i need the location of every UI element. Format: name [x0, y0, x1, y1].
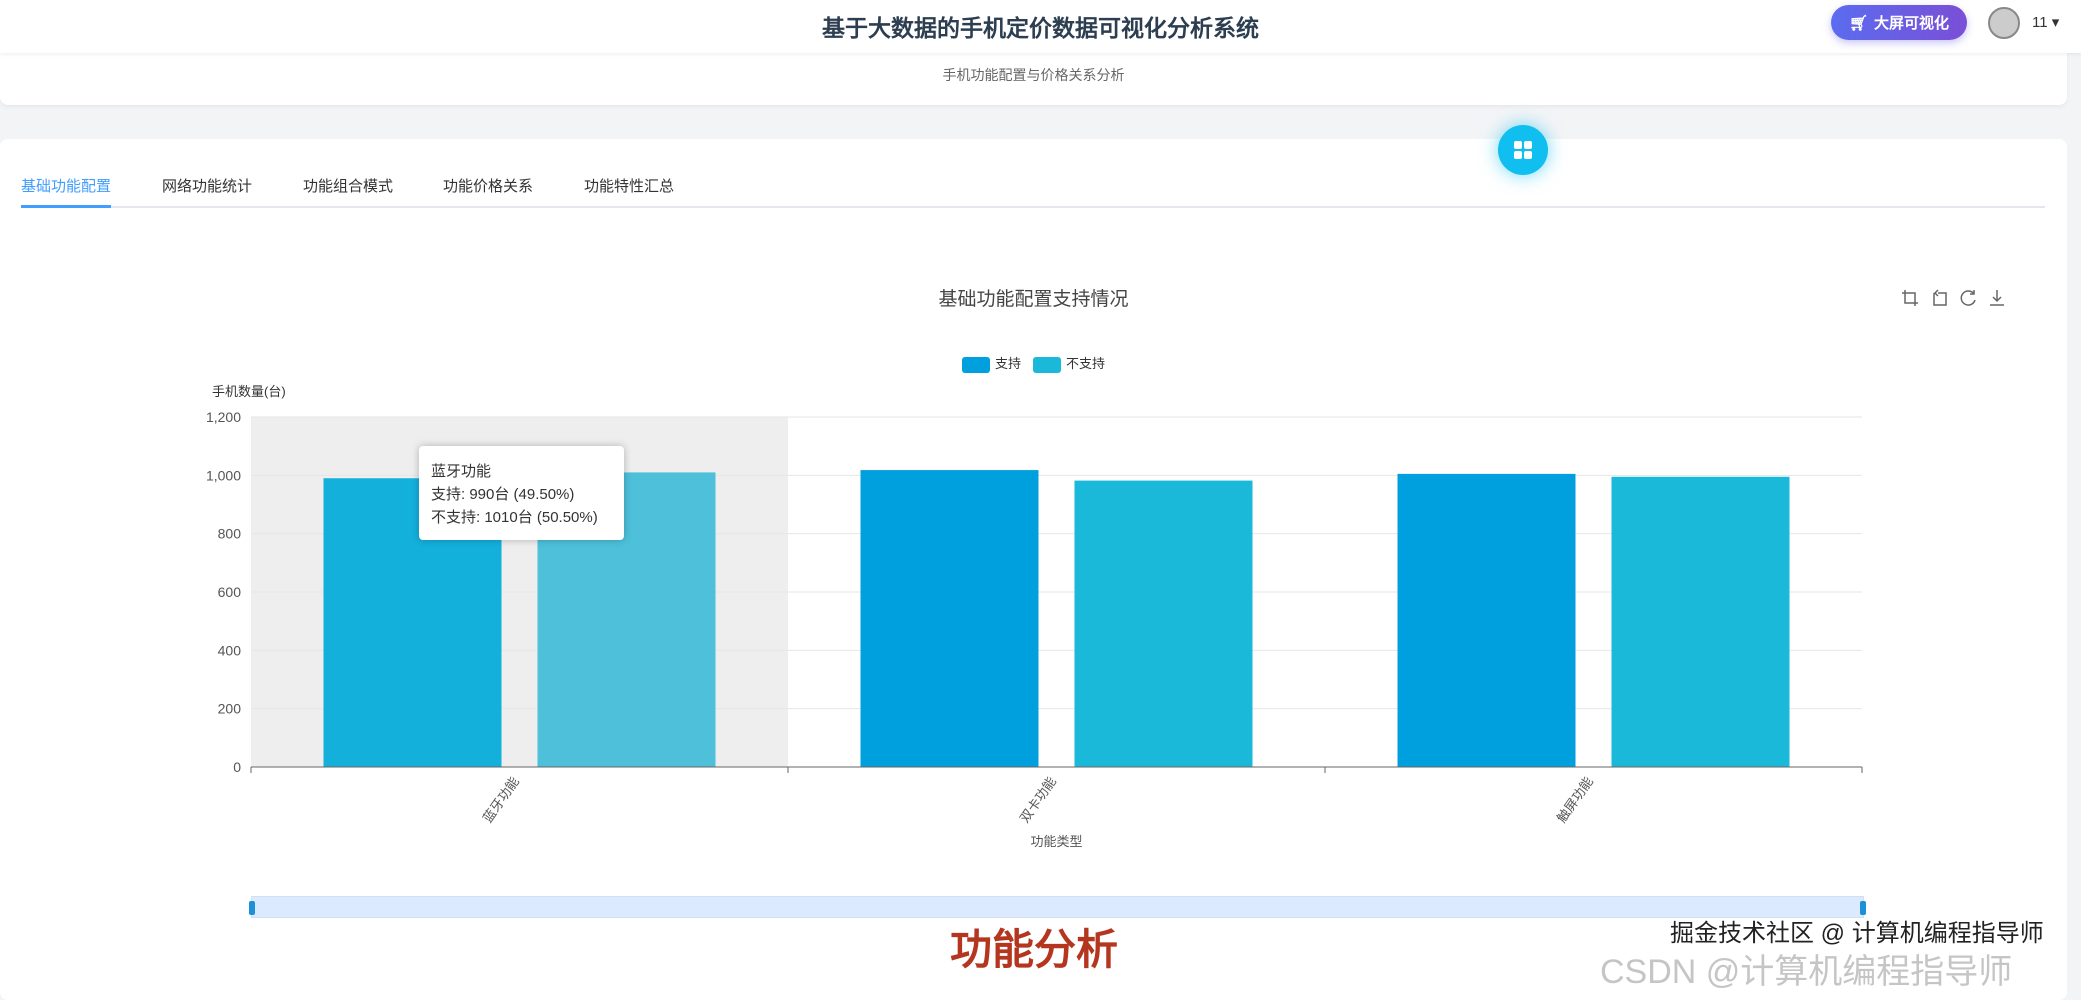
x-tick-label: 触屏功能 — [1554, 774, 1596, 825]
y-tick-label: 1,000 — [206, 467, 241, 483]
cart-icon: 🛒︎ — [1848, 14, 1869, 32]
tab-bar: 基础功能配置 网络功能统计 功能组合模式 功能价格关系 功能特性汇总 — [21, 176, 2045, 208]
legend-item-support[interactable]: 支持 — [961, 353, 1021, 373]
y-tick-label: 200 — [218, 701, 242, 717]
x-tick-label: 蓝牙功能 — [480, 774, 522, 825]
datazoom-slider[interactable] — [249, 896, 1866, 918]
tab-price-relation[interactable]: 功能价格关系 — [443, 178, 534, 195]
y-tick-label: 0 — [233, 759, 241, 775]
app-header: 基于大数据的手机定价数据可视化分析系统 🛒︎ 大屏可视化 11 ▾ — [0, 0, 2081, 53]
legend-label: 不支持 — [1066, 356, 1106, 371]
grid-menu-button[interactable] — [1498, 125, 1548, 175]
tab-feature-summary[interactable]: 功能特性汇总 — [584, 178, 675, 195]
bigscreen-button[interactable]: 🛒︎ 大屏可视化 — [1831, 5, 1967, 40]
tab-basic-config[interactable]: 基础功能配置 — [21, 176, 112, 208]
y-tick-label: 400 — [218, 642, 242, 658]
bar-support — [1397, 473, 1576, 767]
app-title: 基于大数据的手机定价数据可视化分析系统 — [822, 15, 1259, 41]
tooltip-line-nosupport: 不支持: 1010台 (50.50%) — [431, 509, 598, 526]
download-icon[interactable] — [1987, 288, 2007, 308]
user-menu[interactable]: 11 ▾ — [2032, 14, 2060, 31]
zoom-icon[interactable] — [1900, 288, 1920, 308]
restore-icon[interactable] — [1958, 288, 1978, 308]
chart-toolbox — [1900, 288, 2007, 308]
tooltip-title: 蓝牙功能 — [431, 463, 492, 480]
chart-title: 基础功能配置支持情况 — [938, 289, 1129, 310]
tab-combination[interactable]: 功能组合模式 — [303, 178, 394, 195]
slider-handle-right[interactable] — [1860, 901, 1866, 915]
bar-nosupport — [1611, 476, 1790, 767]
x-tick-label: 双卡功能 — [1017, 774, 1059, 825]
page-subtitle: 手机功能配置与价格关系分析 — [942, 67, 1125, 83]
zoom-reset-icon[interactable] — [1929, 288, 1949, 308]
x-axis-name: 功能类型 — [1030, 834, 1082, 849]
grid-icon — [1514, 141, 1532, 159]
slider-handle-left[interactable] — [249, 901, 255, 915]
subtitle-card: 手机功能配置与价格关系分析 — [0, 53, 2067, 105]
watermark-csdn: CSDN @计算机编程指导师 — [1600, 953, 2013, 991]
avatar[interactable] — [1988, 7, 2020, 39]
bar-support — [860, 470, 1039, 767]
legend-item-nosupport[interactable]: 不支持 — [1033, 353, 1105, 373]
bigscreen-label: 大屏可视化 — [1874, 15, 1950, 32]
legend-swatch — [1033, 356, 1061, 373]
legend-swatch — [961, 356, 990, 373]
y-axis-name: 手机数量(台) — [212, 384, 286, 399]
y-tick-label: 600 — [218, 584, 242, 600]
y-tick-label: 1,200 — [206, 409, 241, 425]
tab-network[interactable]: 网络功能统计 — [162, 178, 253, 195]
chart-tooltip: 蓝牙功能 支持: 990台 (49.50%) 不支持: 1010台 (50.50… — [419, 446, 624, 540]
y-tick-label: 800 — [218, 526, 242, 542]
video-caption: 功能分析 — [950, 926, 1119, 973]
tooltip-line-support: 支持: 990台 (49.50%) — [431, 486, 575, 503]
bar-nosupport — [1074, 480, 1253, 767]
chart-legend: 支持 不支持 — [0, 353, 2067, 373]
legend-label: 支持 — [994, 356, 1021, 371]
watermark-juejin: 掘金技术社区 @ 计算机编程指导师 — [1670, 920, 2044, 947]
